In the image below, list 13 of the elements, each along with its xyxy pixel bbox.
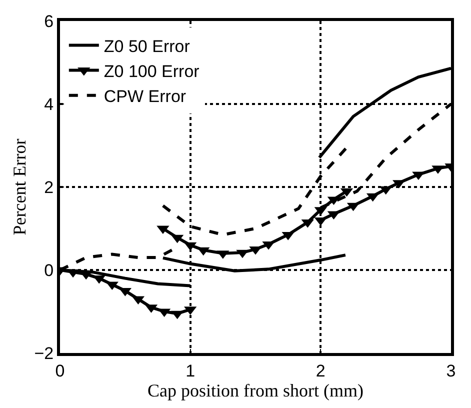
y-tick-label: 4 [44,94,54,114]
y-tick-label: 6 [44,12,54,31]
y-tick-label: 2 [44,178,54,197]
x-tick-label: 1 [186,361,196,380]
x-tick-label: 2 [316,361,326,380]
legend-label: Z0 50 Error [104,36,190,56]
legend-label: CPW Error [104,87,186,106]
y-tick-label: −2 [34,344,54,363]
legend-label: Z0 100 Error [104,62,200,81]
x-tick-label: 3 [446,361,456,380]
x-axis-title: Cap position from short (mm) [148,380,364,400]
y-tick-label: 0 [44,260,54,280]
y-axis-title: Percent Error [9,138,30,236]
